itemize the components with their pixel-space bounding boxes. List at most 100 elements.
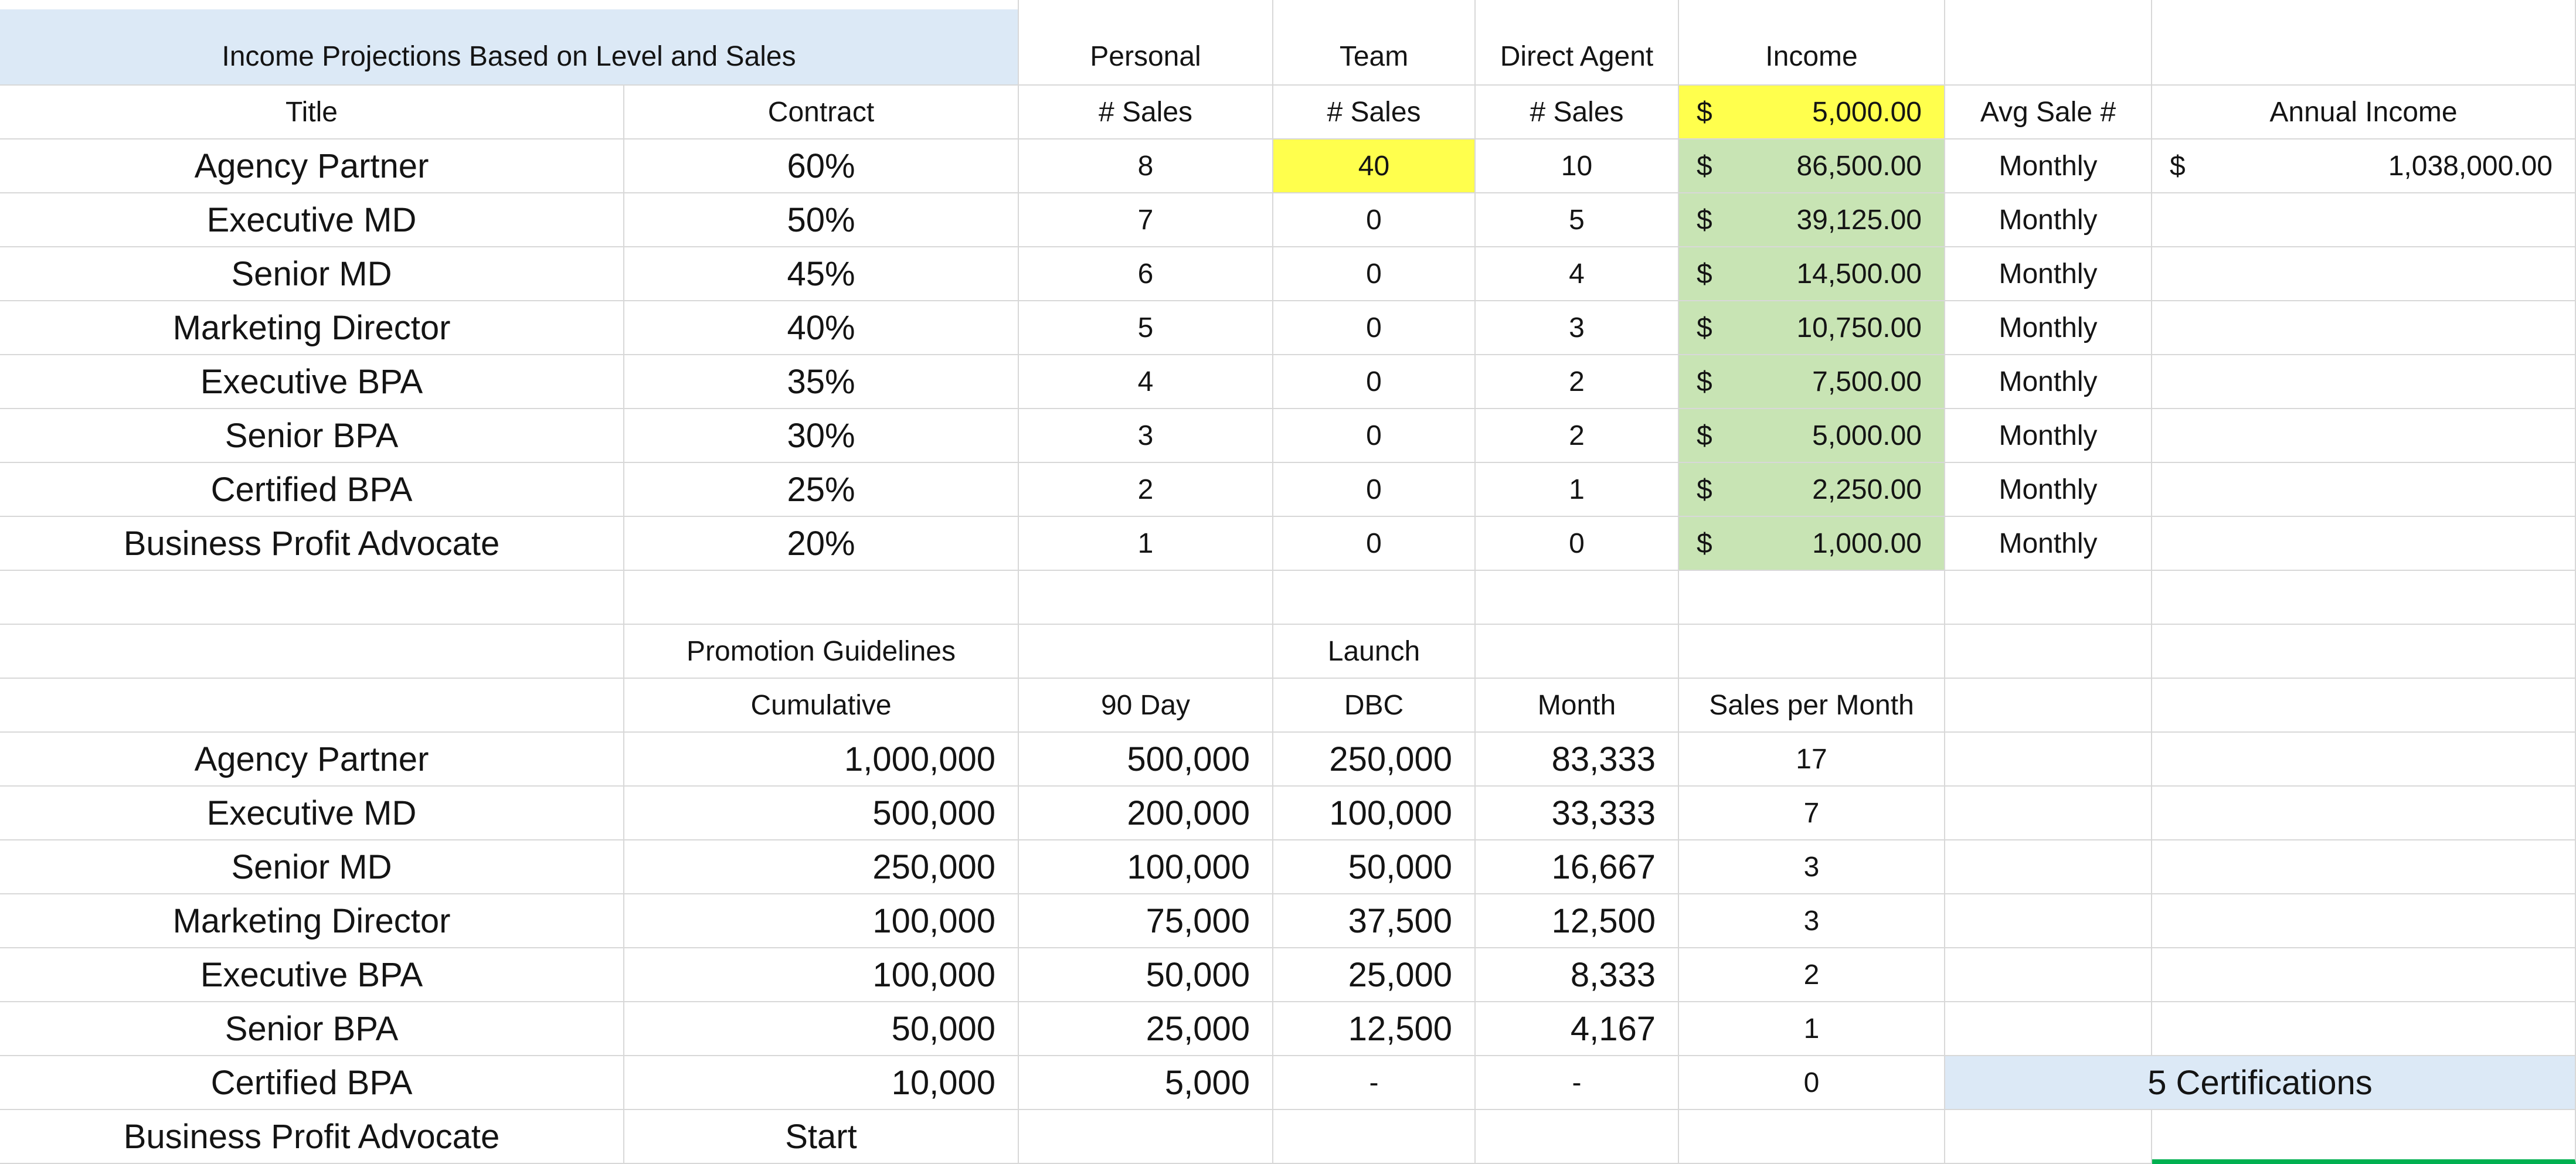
cell-title[interactable]: Agency Partner <box>0 733 624 787</box>
empty-cell[interactable] <box>1945 0 2152 86</box>
empty-cell[interactable] <box>1679 625 1945 679</box>
cell-title[interactable]: Executive BPA <box>0 948 624 1002</box>
cell-month[interactable]: 83,333 <box>1476 733 1679 787</box>
cell-contract[interactable]: 25% <box>624 463 1019 517</box>
cell-sales-per-month[interactable]: 3 <box>1679 894 1945 948</box>
cell-title[interactable]: Executive MD <box>0 193 624 247</box>
selected-cell[interactable] <box>2152 1110 2576 1164</box>
cell-90-day[interactable]: 200,000 <box>1019 787 1273 840</box>
empty-cell[interactable] <box>1945 679 2152 733</box>
cell-contract[interactable]: 45% <box>624 247 1019 301</box>
cell-annual-income[interactable] <box>2152 409 2576 463</box>
header-annual-income[interactable]: Annual Income <box>2152 86 2576 139</box>
cell-annual-income[interactable] <box>2152 517 2576 571</box>
header-personal-sales[interactable]: # Sales <box>1019 86 1273 139</box>
empty-cell[interactable] <box>1476 625 1679 679</box>
cell-dbc[interactable]: 25,000 <box>1273 948 1476 1002</box>
cell-title[interactable]: Business Profit Advocate <box>0 1110 624 1164</box>
launch-header[interactable]: Launch <box>1273 625 1476 679</box>
group-header-personal[interactable]: Personal <box>1019 0 1273 86</box>
cell-annual-income[interactable] <box>2152 247 2576 301</box>
cell-income[interactable]: $ 86,500.00 <box>1679 139 1945 193</box>
cell-90-day[interactable]: 25,000 <box>1019 1002 1273 1056</box>
empty-cell[interactable] <box>1273 571 1476 625</box>
cell-direct-sales[interactable]: 2 <box>1476 409 1679 463</box>
cell-income[interactable]: $ 7,500.00 <box>1679 355 1945 409</box>
cell-team-sales[interactable]: 0 <box>1273 463 1476 517</box>
empty-cell[interactable] <box>2152 0 2576 86</box>
cell-contract[interactable]: 30% <box>624 409 1019 463</box>
empty-cell[interactable] <box>624 571 1019 625</box>
cell-personal-sales[interactable]: 1 <box>1019 517 1273 571</box>
header-month[interactable]: Month <box>1476 679 1679 733</box>
cell-contract[interactable]: 40% <box>624 301 1019 355</box>
cell-period[interactable]: Monthly <box>1945 517 2152 571</box>
cell-cumulative[interactable]: 100,000 <box>624 894 1019 948</box>
cell-direct-sales[interactable]: 1 <box>1476 463 1679 517</box>
header-contract[interactable]: Contract <box>624 86 1019 139</box>
cell-income[interactable]: $ 10,750.00 <box>1679 301 1945 355</box>
cell-period[interactable]: Monthly <box>1945 409 2152 463</box>
empty-cell[interactable] <box>1945 1002 2152 1056</box>
empty-cell[interactable] <box>1945 787 2152 840</box>
cell-personal-sales[interactable]: 2 <box>1019 463 1273 517</box>
cell-dbc[interactable]: - <box>1273 1056 1476 1110</box>
empty-cell[interactable] <box>1945 894 2152 948</box>
cell-sales-per-month[interactable]: 0 <box>1679 1056 1945 1110</box>
cell-team-sales[interactable]: 0 <box>1273 517 1476 571</box>
cell-team-sales-highlighted[interactable]: 40 <box>1273 139 1476 193</box>
cell-cumulative[interactable]: 500,000 <box>624 787 1019 840</box>
cell-annual-income[interactable] <box>2152 463 2576 517</box>
cell-sales-per-month[interactable]: 17 <box>1679 733 1945 787</box>
avg-sale-amount-cell[interactable]: $ 5,000.00 <box>1679 86 1945 139</box>
cell-personal-sales[interactable]: 8 <box>1019 139 1273 193</box>
cell-cumulative[interactable]: 50,000 <box>624 1002 1019 1056</box>
cell-contract[interactable]: 50% <box>624 193 1019 247</box>
empty-cell[interactable] <box>1273 1110 1476 1164</box>
cell-income[interactable]: $ 2,250.00 <box>1679 463 1945 517</box>
empty-cell[interactable] <box>1945 625 2152 679</box>
empty-cell[interactable] <box>1945 1110 2152 1164</box>
cell-title[interactable]: Agency Partner <box>0 139 624 193</box>
cell-month[interactable]: 12,500 <box>1476 894 1679 948</box>
empty-cell[interactable] <box>2152 571 2576 625</box>
cell-personal-sales[interactable]: 3 <box>1019 409 1273 463</box>
cell-period[interactable]: Monthly <box>1945 301 2152 355</box>
cell-dbc[interactable]: 50,000 <box>1273 840 1476 894</box>
cell-contract[interactable]: 35% <box>624 355 1019 409</box>
promo-guidelines-header[interactable]: Promotion Guidelines <box>624 625 1019 679</box>
empty-cell[interactable] <box>2152 787 2576 840</box>
cell-direct-sales[interactable]: 2 <box>1476 355 1679 409</box>
empty-cell[interactable] <box>1679 571 1945 625</box>
header-direct-sales[interactable]: # Sales <box>1476 86 1679 139</box>
cell-month[interactable]: - <box>1476 1056 1679 1110</box>
empty-cell[interactable] <box>1476 1110 1679 1164</box>
cell-title[interactable]: Senior BPA <box>0 1002 624 1056</box>
header-title[interactable]: Title <box>0 86 624 139</box>
empty-cell[interactable] <box>0 625 624 679</box>
empty-cell[interactable] <box>2152 679 2576 733</box>
cell-income[interactable]: $ 14,500.00 <box>1679 247 1945 301</box>
cell-contract[interactable]: 60% <box>624 139 1019 193</box>
cell-month[interactable]: 8,333 <box>1476 948 1679 1002</box>
cell-dbc[interactable]: 12,500 <box>1273 1002 1476 1056</box>
cell-team-sales[interactable]: 0 <box>1273 247 1476 301</box>
cell-title[interactable]: Senior BPA <box>0 409 624 463</box>
empty-cell[interactable] <box>0 571 624 625</box>
cell-month[interactable]: 4,167 <box>1476 1002 1679 1056</box>
cell-cumulative[interactable]: 250,000 <box>624 840 1019 894</box>
cell-dbc[interactable]: 37,500 <box>1273 894 1476 948</box>
cell-month[interactable]: 33,333 <box>1476 787 1679 840</box>
cell-personal-sales[interactable]: 5 <box>1019 301 1273 355</box>
cell-period[interactable]: Monthly <box>1945 247 2152 301</box>
cell-title[interactable]: Marketing Director <box>0 301 624 355</box>
cell-direct-sales[interactable]: 3 <box>1476 301 1679 355</box>
cell-sales-per-month[interactable]: 7 <box>1679 787 1945 840</box>
header-team-sales[interactable]: # Sales <box>1273 86 1476 139</box>
cell-90-day[interactable]: 75,000 <box>1019 894 1273 948</box>
cell-personal-sales[interactable]: 7 <box>1019 193 1273 247</box>
empty-cell[interactable] <box>2152 840 2576 894</box>
cell-90-day[interactable]: 5,000 <box>1019 1056 1273 1110</box>
sheet-title-cell[interactable]: Income Projections Based on Level and Sa… <box>0 0 1019 86</box>
cell-90-day[interactable]: 50,000 <box>1019 948 1273 1002</box>
